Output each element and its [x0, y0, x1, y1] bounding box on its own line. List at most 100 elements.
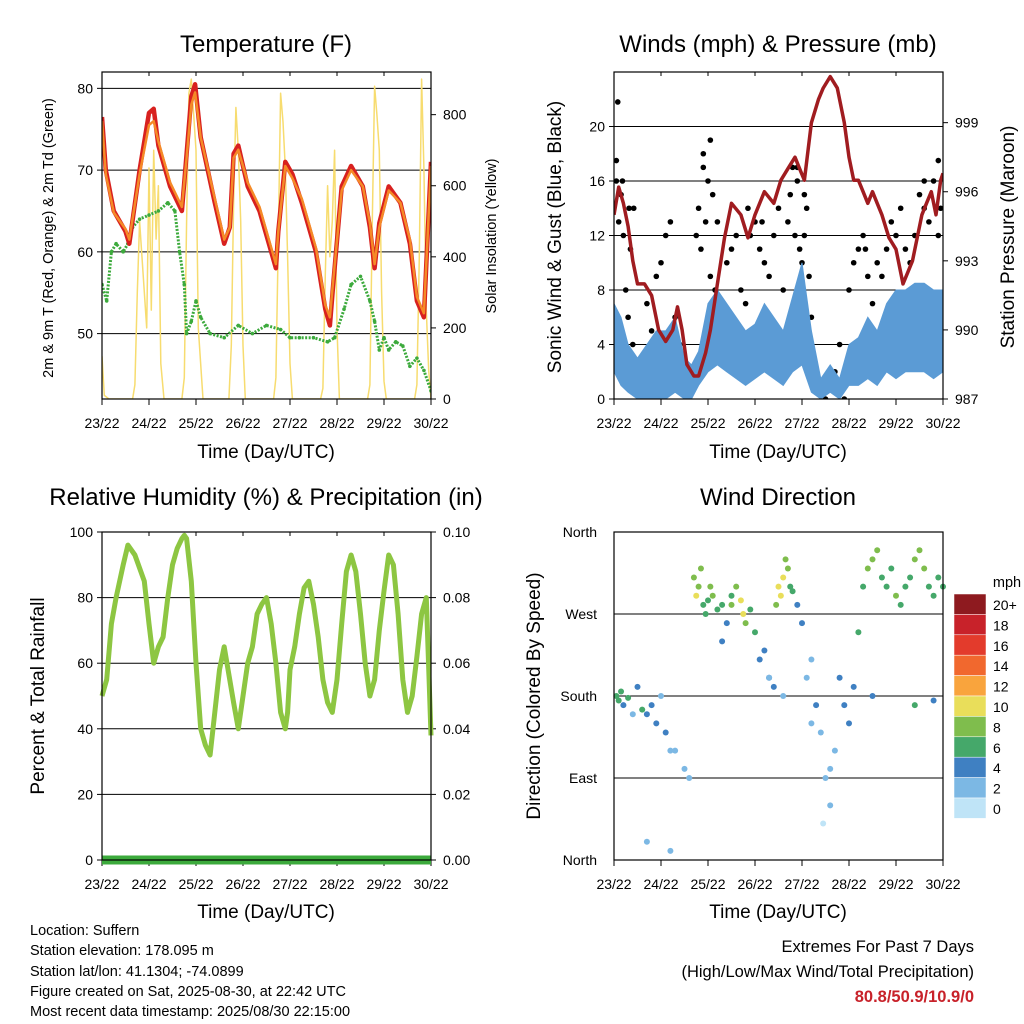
y-tick-label: 80: [77, 590, 93, 606]
x-tick-label: 29/22: [878, 415, 913, 431]
x-tick-label: 24/22: [131, 415, 166, 431]
direction-point: [789, 588, 796, 595]
y2-tick-label: 0.02: [443, 786, 470, 802]
y-tick-label: 70: [77, 162, 93, 178]
direction-point: [705, 597, 711, 604]
dewpoint-point: [173, 209, 177, 213]
direction-point: [733, 583, 740, 590]
solar-line: [102, 78, 431, 399]
direction-point: [695, 583, 702, 590]
gust-point: [700, 150, 707, 157]
direction-point: [916, 547, 923, 554]
direction-point: [883, 583, 890, 590]
gust-point: [622, 287, 629, 293]
humidity-panel: Relative Humidity (%) & Precipitation (i…: [28, 484, 483, 923]
gust-point: [653, 273, 660, 280]
x-tick-label: 24/22: [643, 876, 678, 892]
y-tick-label: 60: [77, 244, 93, 260]
temperature-panel: Temperature (F) 2m & 9m T (Red, Orange) …: [41, 31, 500, 463]
direction-point: [869, 556, 876, 563]
dewpoint-point: [297, 335, 302, 340]
gust-point: [662, 232, 669, 239]
direction-point: [888, 565, 895, 572]
gust-point: [700, 164, 707, 171]
direction-point: [878, 574, 885, 581]
y-tick-label: 12: [589, 228, 605, 244]
dewpoint-point: [408, 364, 412, 369]
dewpoint-point: [377, 348, 382, 352]
gust-point: [759, 219, 765, 225]
x-tick-label: 23/22: [84, 876, 119, 892]
gust-point: [733, 232, 739, 239]
colorbar-swatch: [953, 654, 987, 676]
humidity-title: Relative Humidity (%) & Precipitation (i…: [49, 484, 482, 511]
gust-point: [801, 232, 808, 239]
y-tick-label: 50: [77, 326, 93, 342]
x-tick-label: 26/22: [225, 415, 260, 431]
direction-point: [766, 674, 773, 681]
dewpoint-point: [121, 250, 125, 254]
direction-point: [808, 656, 815, 663]
direction-point: [690, 574, 697, 581]
dewpoint-point: [166, 201, 170, 205]
y-tick-label: 20: [77, 786, 93, 802]
dewpoint-point: [137, 217, 142, 221]
x-tick-label: 25/22: [690, 876, 725, 892]
plot-border: [101, 71, 432, 400]
y-tick-label: 4: [597, 337, 605, 353]
direction-point: [930, 697, 937, 704]
direction-point: [707, 583, 714, 590]
y-tick-label: 20: [589, 119, 605, 135]
gust-point: [860, 232, 866, 239]
direction-point: [634, 683, 641, 690]
gust-point: [775, 205, 782, 212]
temperature-series: [102, 78, 431, 399]
x-tick-label: 23/22: [84, 415, 119, 431]
direction-point: [787, 583, 794, 590]
gust-point: [614, 99, 621, 105]
gust-point: [787, 191, 794, 198]
dewpoint-point: [182, 282, 187, 287]
gust-point: [702, 219, 709, 225]
direction-point: [911, 556, 918, 563]
x-tick-label: 27/22: [272, 415, 307, 431]
y2-tick-label: 993: [955, 253, 979, 269]
gust-point: [619, 178, 626, 184]
direction-point: [770, 683, 777, 690]
direction-point: [618, 688, 625, 695]
gust-point: [930, 178, 937, 184]
dewpoint-point: [372, 319, 377, 324]
direction-point: [850, 683, 857, 690]
dewpoint-point: [189, 319, 194, 324]
direction-point: [625, 694, 632, 701]
y-tick-label: West: [565, 606, 597, 622]
colorbar-label: 4: [993, 760, 1001, 776]
y2-tick-label: 800: [443, 107, 467, 123]
gust-point: [862, 246, 869, 252]
direction-point: [643, 838, 650, 845]
direction-point: [662, 729, 669, 736]
gust-point: [626, 205, 632, 212]
winds-ylabel-left: Sonic Wind & Gust (Blue, Black): [545, 101, 566, 373]
direction-point: [855, 629, 862, 636]
gust-point: [869, 300, 876, 307]
direction-point: [639, 706, 646, 713]
colorbar-label: 16: [993, 638, 1009, 654]
direction-point: [702, 611, 709, 617]
dewpoint-point: [415, 356, 419, 360]
y2-tick-label: 999: [955, 115, 979, 131]
temperature-ylabel-left: 2m & 9m T (Red, Orange) & 2m Td (Green): [41, 98, 57, 378]
direction-point: [874, 547, 881, 554]
station-elevation: Station elevation: 178.095 m: [30, 943, 214, 960]
colorbar-label: 12: [993, 679, 1009, 695]
direction-point: [827, 765, 834, 772]
plot-border: [101, 531, 432, 861]
x-tick-label: 30/22: [413, 415, 448, 431]
direction-point: [742, 620, 749, 627]
direction-point: [846, 720, 852, 727]
x-tick-label: 29/22: [878, 876, 913, 892]
gust-point: [836, 341, 843, 348]
y-tick-label: 80: [77, 80, 93, 96]
figure-created: Figure created on Sat, 2025-08-30, at 22…: [30, 983, 346, 1000]
gust-point: [728, 246, 735, 252]
